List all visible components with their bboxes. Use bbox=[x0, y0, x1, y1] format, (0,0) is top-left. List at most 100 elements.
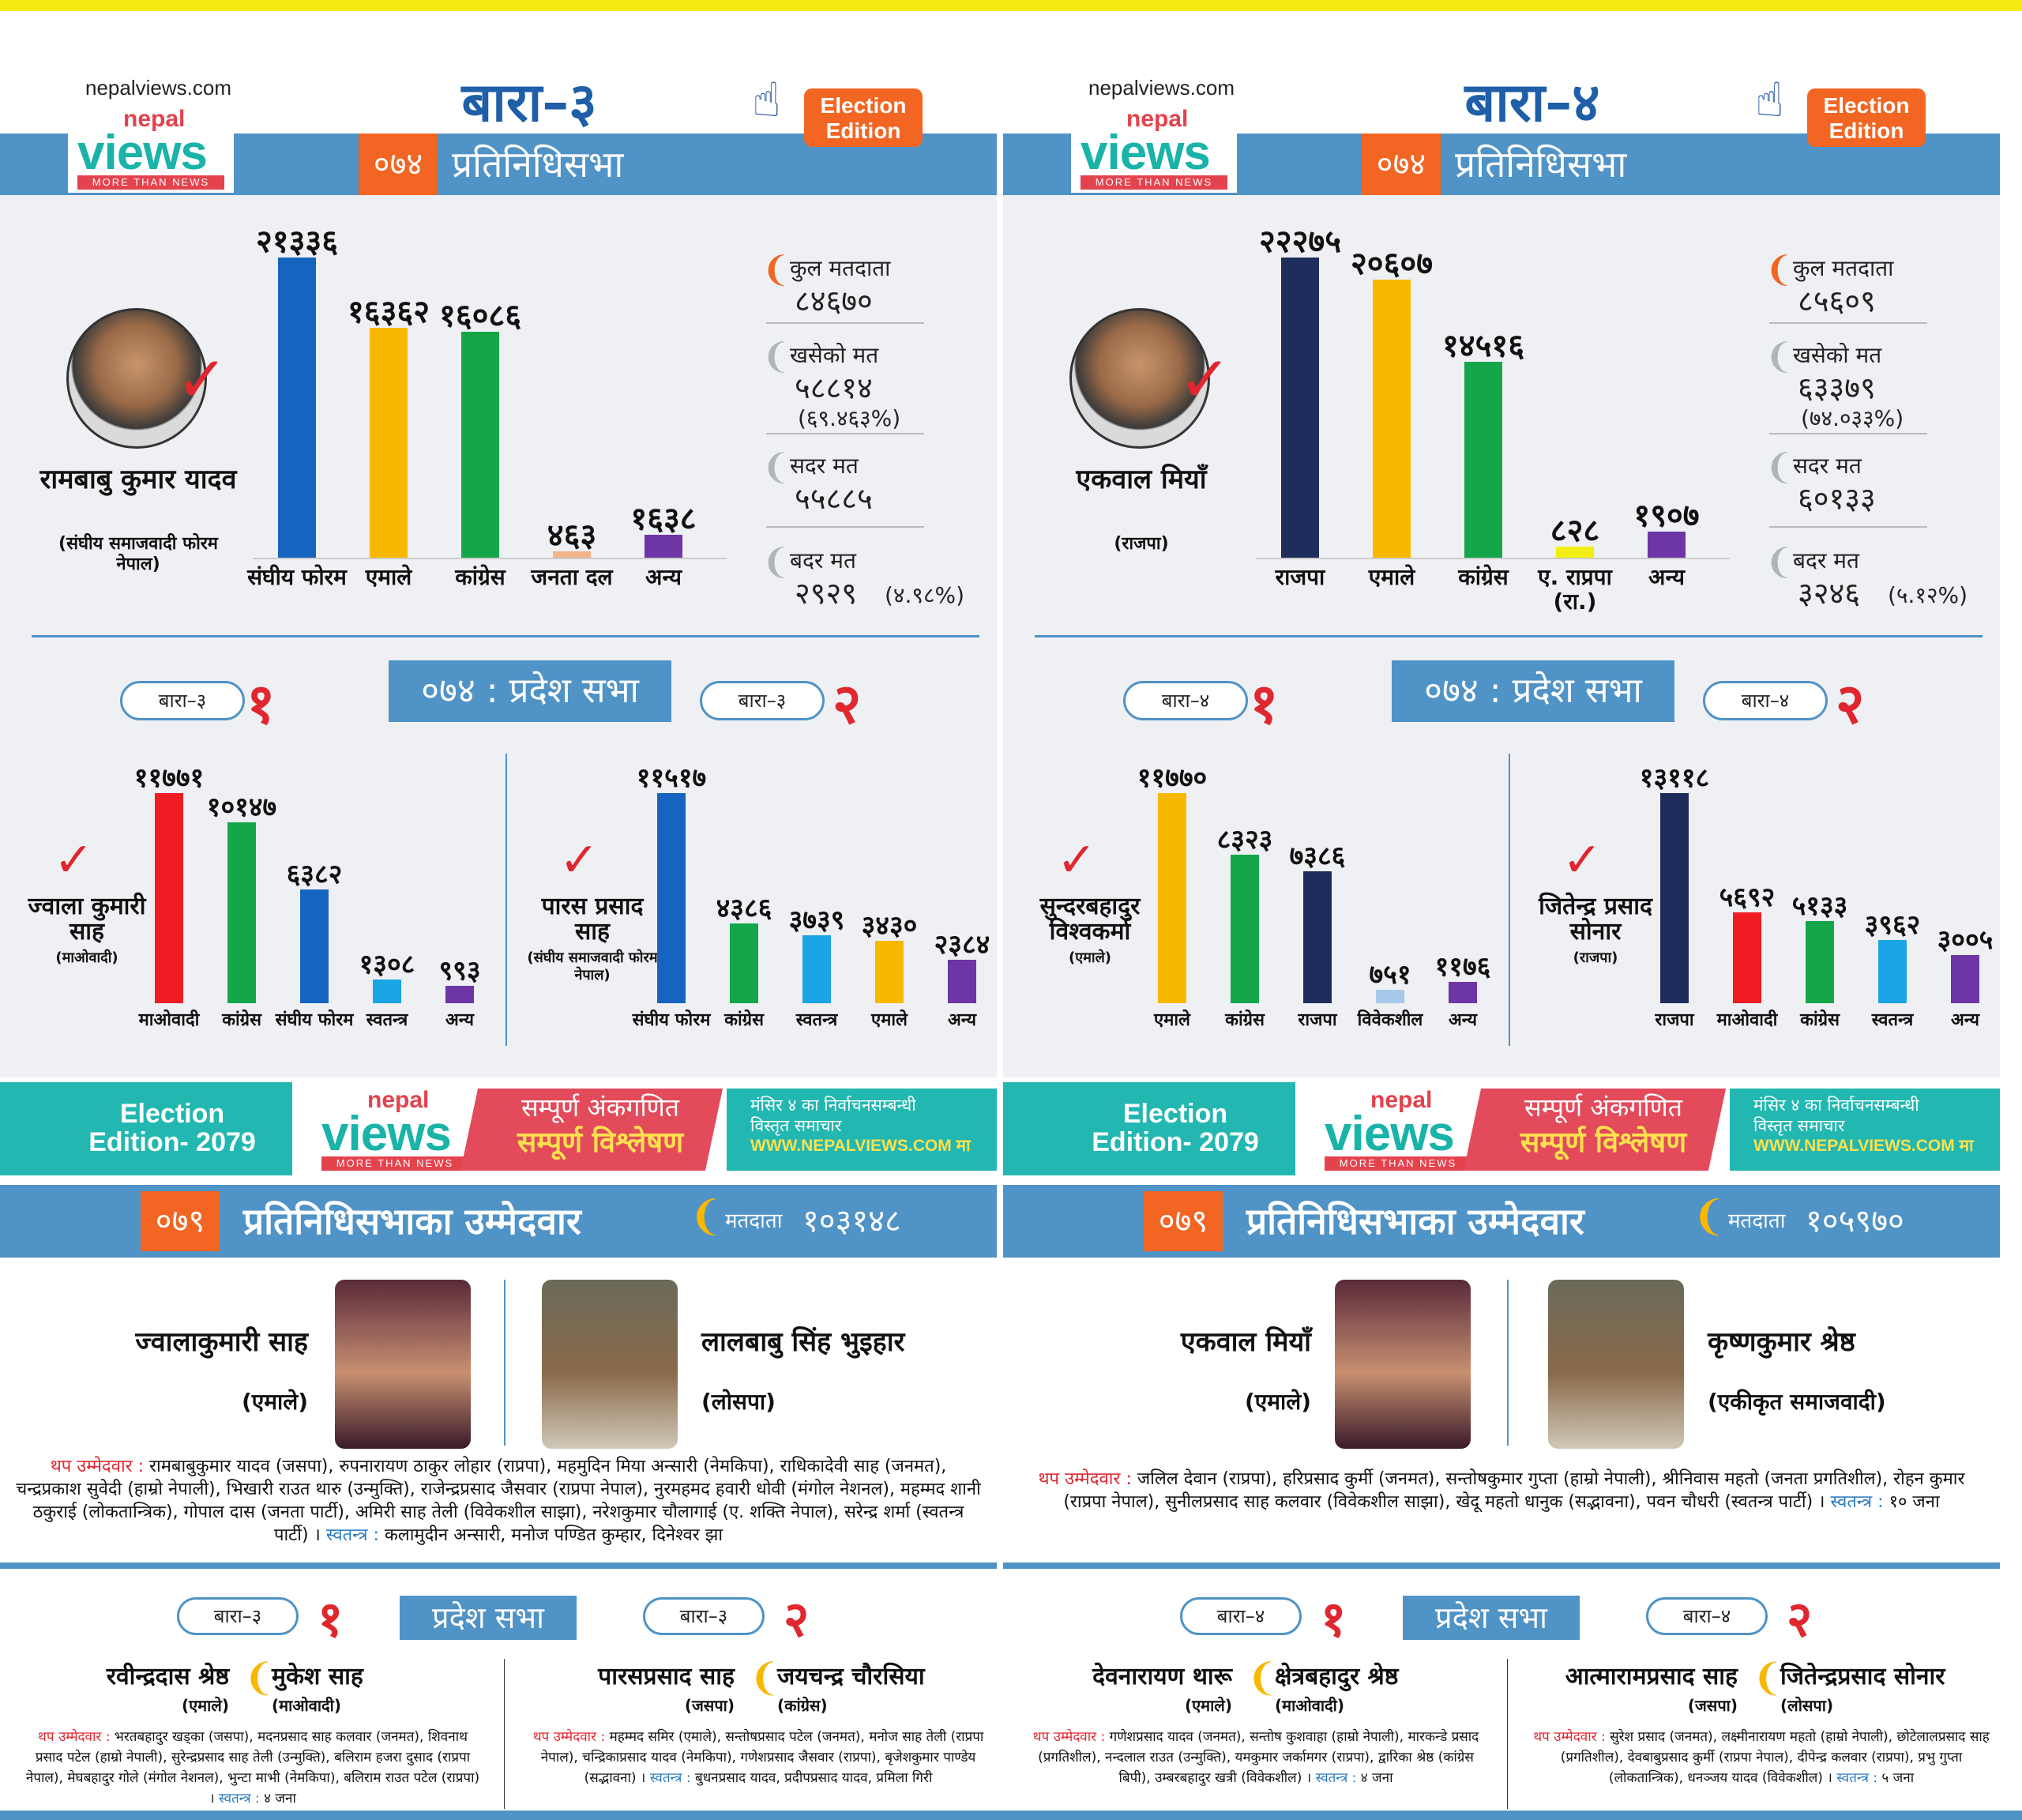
stat-value: ८५६०९ bbox=[1798, 284, 1876, 318]
province79-candidate1: आत्मारामप्रसाद साह bbox=[1565, 1663, 1738, 1690]
bar-value-label: १३०८ bbox=[359, 949, 415, 981]
candidate1-photo bbox=[335, 1280, 471, 1449]
bar-category-label: संघीय फोरम bbox=[632, 1010, 711, 1030]
bar-category-label: राजपा bbox=[1275, 564, 1325, 590]
province-winner-check-icon: ✓ bbox=[1562, 833, 1603, 888]
panel-bara-3: nepalviews.com nepal views MORE THAN NEWS बा… bbox=[0, 11, 997, 1077]
independent-label: स्वतन्त्र : bbox=[1315, 1770, 1357, 1786]
bar-category-label: अन्य bbox=[1950, 1010, 1980, 1030]
bar-value-label: ९९३ bbox=[438, 954, 481, 987]
bar-value-label: १०१४७ bbox=[206, 791, 277, 823]
chart-bar bbox=[1806, 920, 1834, 1003]
independent-text: बुधनप्रसाद यादव, प्रदीपप्रसाद यादव, प्रम… bbox=[694, 1770, 933, 1786]
province79-party2: (कांग्रेस) bbox=[777, 1696, 828, 1715]
bar-value-label: २०६०७ bbox=[1351, 246, 1433, 283]
bar-value-label: ३००५ bbox=[1937, 924, 1994, 957]
banner-teal-text: मंसिर ४ का निर्वाचनसम्बन्धी विस्तृत समाचा… bbox=[750, 1095, 987, 1156]
province-separator bbox=[1509, 754, 1510, 1046]
bar-category-label: विवेकशील bbox=[1357, 1010, 1423, 1030]
province-pill: बारा–३ bbox=[700, 681, 825, 720]
province79-pill: बारा–३ bbox=[643, 1597, 765, 1635]
province79-pill: बारा–४ bbox=[1646, 1597, 1768, 1635]
stat-value: ६३३७९ bbox=[1798, 370, 1876, 405]
candidates-year-box: ०७९ bbox=[141, 1191, 220, 1251]
stat-label: खसेको मत bbox=[1793, 342, 1882, 368]
candidate2-name: कृष्णकुमार श्रेष्ठ bbox=[1708, 1326, 1855, 1358]
banner-red-line1: सम्पूर्ण अंकगणित bbox=[521, 1092, 680, 1122]
stat-label: खसेको मत bbox=[790, 342, 879, 368]
province-number: १ bbox=[1250, 671, 1279, 736]
bar-category-label: अन्य bbox=[1448, 1010, 1478, 1030]
logo-nepal-text: nepal bbox=[123, 106, 186, 132]
winner-photo bbox=[1069, 308, 1210, 449]
banner-logo: nepal views MORE THAN NEWS bbox=[1315, 1087, 1481, 1171]
province79-candidate2: क्षेत्रबहादुर श्रेष्ठ bbox=[1275, 1663, 1399, 1690]
bar-value-label: ३४३० bbox=[861, 909, 918, 942]
province-winner-party: (राजपा) bbox=[1573, 949, 1618, 966]
panel-bara-4: nepalviews.com nepal views MORE THAN NEWS बा… bbox=[1003, 11, 2000, 1077]
bar-category-label: एमाले bbox=[365, 564, 412, 590]
winner-name: रामबाबु कुमार यादव bbox=[39, 464, 237, 495]
logo-tagline: MORE THAN NEWS bbox=[1081, 175, 1227, 190]
bar-category-label: कांग्रेस bbox=[1800, 1010, 1840, 1030]
extra-text: सुरेश प्रसाद (जनमत), लक्ष्मीनारायण महतो … bbox=[1560, 1729, 1990, 1786]
banner-red-line2: सम्पूर्ण विश्लेषण bbox=[1520, 1126, 1687, 1159]
chart-bar bbox=[227, 822, 256, 1003]
banner-red-text: सम्पूर्ण अंकगणित सम्पूर्ण विश्लेषण bbox=[1485, 1090, 1722, 1161]
candidates-bottom-rule bbox=[0, 1562, 997, 1569]
bar-category-label: कांग्रेस bbox=[1225, 1010, 1265, 1030]
logo-nepal-text: nepal bbox=[1126, 106, 1189, 132]
province79-pill: बारा–४ bbox=[1180, 1597, 1302, 1635]
candidate1-name: एकवाल मियाँ bbox=[1180, 1326, 1311, 1358]
candidates-separator bbox=[504, 1280, 506, 1446]
extra-text: जलिल देवान (राप्रपा), हरिप्रसाद कुर्मी (… bbox=[1063, 1469, 1965, 1512]
extra-text: रामबाबुकुमार यादव (जसपा), रुपनारायण ठाकु… bbox=[16, 1457, 981, 1545]
winner-check-icon: ✓ bbox=[1178, 343, 1232, 416]
stat-swirl-icon: ❨ bbox=[761, 250, 791, 290]
site-url[interactable]: nepalviews.com bbox=[1088, 76, 1235, 100]
top-yellow-strip bbox=[0, 0, 2022, 11]
bar-value-label: २२२७५ bbox=[1259, 224, 1341, 260]
chart-bar bbox=[730, 923, 758, 1003]
logo-tagline: MORE THAN NEWS bbox=[1325, 1156, 1471, 1171]
logo[interactable]: nepal views MORE THAN NEWS bbox=[68, 106, 234, 193]
banner-red-line2: सम्पूर्ण विश्लेषण bbox=[517, 1126, 684, 1159]
bar-value-label: ५६९२ bbox=[1719, 881, 1776, 913]
province79-number: २ bbox=[784, 1590, 810, 1648]
province-winner-name: पारस प्रसाद साह bbox=[541, 893, 644, 946]
candidates-swirl-icon: ❨ bbox=[1692, 1193, 1727, 1240]
voters-value: १०३१४८ bbox=[802, 1203, 901, 1239]
logo-tagline: MORE THAN NEWS bbox=[321, 1156, 468, 1171]
bar-category-label: अन्य bbox=[445, 1010, 475, 1030]
province79-candidate2: मुकेश साह bbox=[272, 1663, 363, 1690]
year-box: ०७४ bbox=[1362, 133, 1441, 195]
candidate2-party: (लोसपा) bbox=[701, 1389, 776, 1415]
bar-category-label: संघीय फोरम bbox=[275, 1010, 354, 1030]
province-number: २ bbox=[1836, 671, 1865, 736]
election-edition-badge: ☝ Election Edition bbox=[752, 73, 923, 147]
candidates-year-box: ०७९ bbox=[1144, 1191, 1223, 1251]
province-number: १ bbox=[246, 671, 276, 736]
province-winner-party: (माओवादी) bbox=[55, 949, 118, 966]
bar-value-label: ६३८२ bbox=[286, 858, 343, 890]
province79-candidate1: रवीन्द्रदास श्रेष्ठ bbox=[106, 1663, 229, 1690]
banner-edition: Election Edition- 2079 bbox=[0, 1082, 292, 1175]
extra-text: भरतबहादुर खड्का (जसपा), मदनप्रसाद साह कल… bbox=[25, 1729, 480, 1807]
bar-category-label: कांग्रेस bbox=[222, 1010, 261, 1030]
province-pill: बारा–३ bbox=[120, 681, 245, 720]
logo[interactable]: nepal views MORE THAN NEWS bbox=[1071, 106, 1237, 193]
province79-separator bbox=[1507, 1659, 1508, 1809]
stat-label: कुल मतदाता bbox=[1793, 255, 1894, 281]
candidate2-photo bbox=[1548, 1280, 1684, 1449]
site-url[interactable]: nepalviews.com bbox=[85, 76, 231, 100]
province79-party1: (जसपा) bbox=[1687, 1696, 1738, 1715]
chart-bar bbox=[1878, 939, 1907, 1003]
independent-text: ४ जना bbox=[264, 1791, 296, 1807]
logo-tagline: MORE THAN NEWS bbox=[77, 175, 224, 190]
candidate2-name: लालबाबु सिंह भुइहार bbox=[701, 1326, 905, 1358]
candidates-title: प्रतिनिधिसभाका उम्मेदवार bbox=[1246, 1200, 1584, 1243]
logo-views-text: views bbox=[321, 1107, 452, 1161]
chart-bar bbox=[1733, 912, 1761, 1003]
logo-views-text: views bbox=[1081, 126, 1211, 180]
bar-value-label: ८२८ bbox=[1550, 512, 1600, 549]
